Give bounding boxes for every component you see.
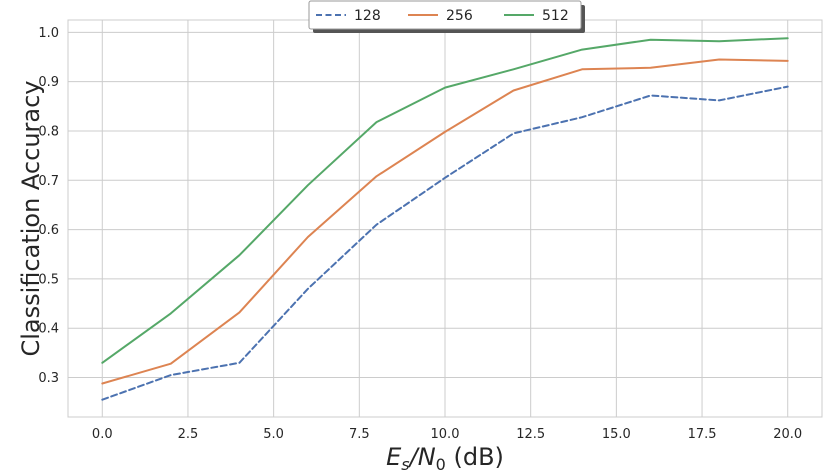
x-label-sub-s: s — [401, 455, 409, 474]
y-tick-label: 0.3 — [38, 371, 59, 386]
x-label-e: E — [386, 443, 402, 471]
y-tick-label: 0.5 — [38, 272, 59, 287]
legend-label-256: 256 — [446, 8, 473, 24]
series-line-128 — [101, 85, 789, 401]
y-tick-label: 0.9 — [38, 75, 59, 90]
x-tick-label: 5.0 — [263, 427, 284, 442]
y-tick-label: 0.7 — [38, 174, 59, 189]
y-tick-label: 0.4 — [38, 322, 59, 337]
x-tick-label: 7.5 — [349, 427, 370, 442]
series-lines — [101, 37, 789, 401]
y-axis-label: Classification Accuracy — [17, 81, 45, 357]
x-tick-label: 20.0 — [773, 427, 802, 442]
legend-label-512: 512 — [542, 8, 569, 24]
x-tick-label: 15.0 — [602, 427, 631, 442]
x-label-sub-0: 0 — [436, 455, 446, 474]
legend-box — [308, 0, 582, 30]
y-tick-labels: 0.3 0.4 0.5 0.6 0.7 0.8 0.9 1.0 — [38, 26, 59, 386]
y-tick-label: 0.8 — [38, 124, 59, 139]
legend-label-128: 128 — [354, 8, 381, 24]
x-tick-label: 2.5 — [178, 427, 199, 442]
x-tick-label: 12.5 — [516, 427, 545, 442]
y-tick-label: 0.6 — [38, 223, 59, 238]
series-line-512 — [101, 37, 789, 364]
x-tick-label: 17.5 — [688, 427, 717, 442]
legend: 128 256 512 — [308, 0, 585, 33]
x-tick-labels: 0.0 2.5 5.0 7.5 10.0 12.5 15.0 17.5 20.0 — [92, 427, 802, 442]
x-label-n: /N — [408, 443, 436, 471]
x-label-unit: (dB) — [446, 443, 504, 471]
x-tick-label: 0.0 — [92, 427, 113, 442]
x-tick-label: 10.0 — [431, 427, 460, 442]
y-tick-label: 1.0 — [38, 26, 59, 41]
series-line-256 — [101, 58, 789, 385]
x-axis-label: Es/N0 (dB) — [386, 443, 504, 474]
